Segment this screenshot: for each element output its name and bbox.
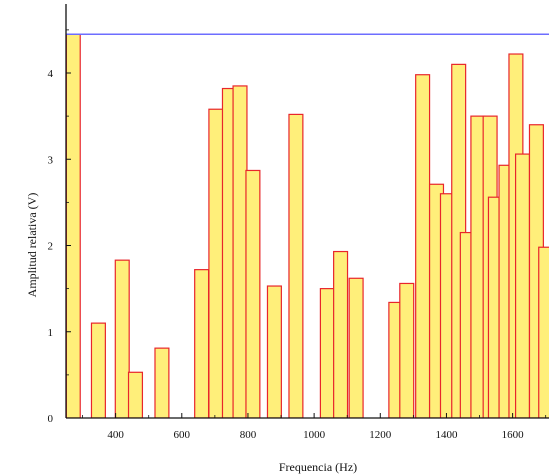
bar-1040 (319, 288, 335, 418)
bar-1127 (348, 277, 364, 418)
bar-945 (288, 113, 304, 418)
bar-460 (127, 371, 144, 418)
x-tick-label-400: 400 (107, 429, 124, 441)
y-tick-label-0: 0 (48, 413, 54, 425)
bar-420 (114, 259, 130, 418)
x-ticks: 400 600 800 1000 1200 1400 1600 (82, 413, 547, 441)
bar-1630 (514, 153, 531, 418)
bar-776 (232, 85, 248, 418)
y-tick-label-3: 3 (48, 154, 54, 166)
bar-815 (245, 169, 261, 418)
bar-540 (154, 347, 170, 418)
x-tick-label-600: 600 (174, 429, 191, 441)
bar-1700 (538, 246, 549, 418)
x-tick-label-1200: 1200 (369, 429, 392, 441)
x-axis-title: Frequencia (Hz) (279, 460, 357, 474)
bar-660 (194, 269, 210, 418)
bar-1328 (415, 74, 431, 418)
y-ticks: 0 1 2 3 4 (48, 29, 71, 425)
x-tick-label-1400: 1400 (435, 429, 458, 441)
x-tick-label-1600: 1600 (502, 429, 525, 441)
y-tick-label-1: 1 (48, 327, 54, 339)
bar-703 (208, 108, 224, 418)
y-tick-label-2: 2 (48, 241, 54, 253)
bar-880 (266, 285, 282, 418)
bars-layer (66, 33, 549, 418)
bar-1280 (399, 282, 415, 418)
x-tick-label-800: 800 (240, 429, 257, 441)
x-tick-label-1000: 1000 (303, 429, 326, 441)
bar-1080 (333, 250, 349, 418)
bar-348 (90, 322, 106, 418)
y-axis-title: Amplitud relativa (V) (25, 193, 39, 298)
y-tick-label-4: 4 (48, 68, 54, 80)
bar-272 (66, 33, 81, 418)
